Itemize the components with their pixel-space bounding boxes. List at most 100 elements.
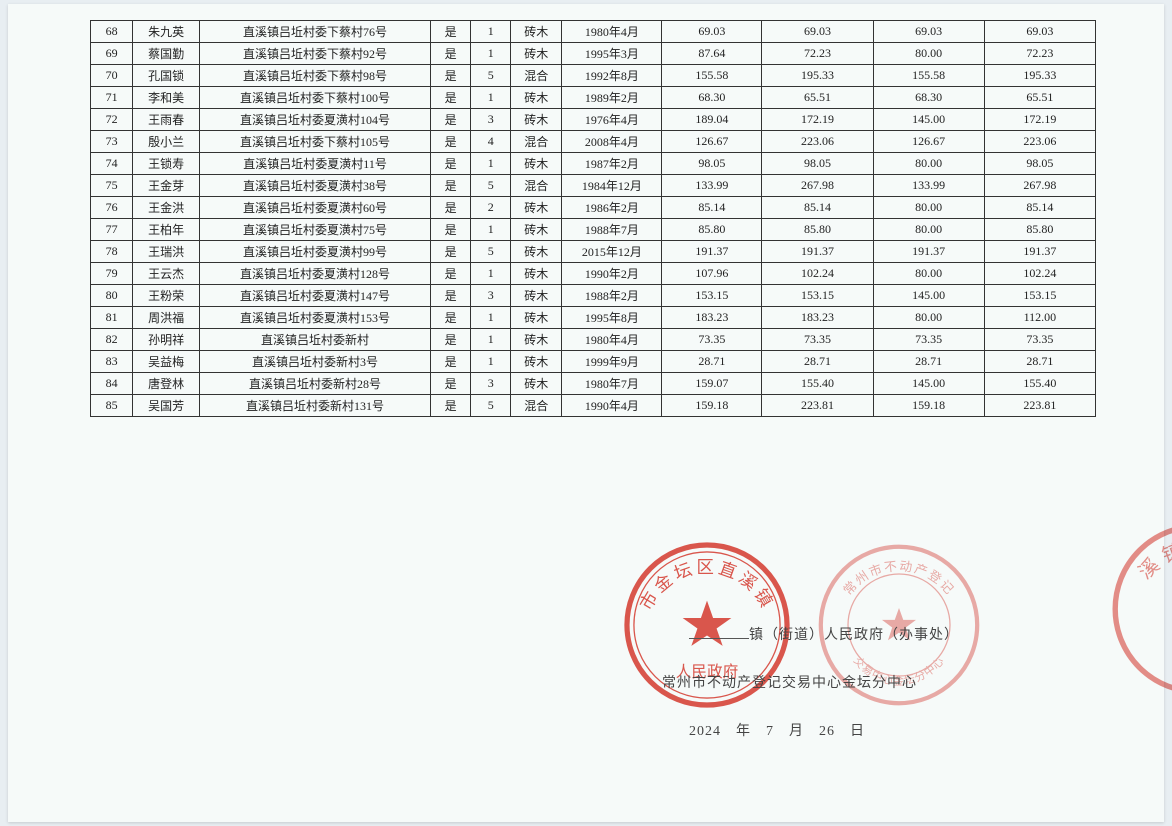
table-row: 72王雨春直溪镇吕坵村委夏潢村104号是3砖木1976年4月189.04172.… (91, 109, 1096, 131)
table-cell: 159.07 (662, 373, 762, 395)
date-month: 7 (766, 724, 774, 739)
table-cell: 195.33 (762, 65, 873, 87)
table-cell: 是 (431, 175, 471, 197)
table-cell: 85.80 (762, 219, 873, 241)
table-cell: 直溪镇吕坵村委夏潢村128号 (199, 263, 430, 285)
table-cell: 70 (91, 65, 133, 87)
registry-table: 68朱九英直溪镇吕坵村委下蔡村76号是1砖木1980年4月69.0369.036… (90, 20, 1096, 417)
table-cell: 267.98 (762, 175, 873, 197)
table-cell: 71 (91, 87, 133, 109)
table-cell: 28.71 (873, 351, 984, 373)
table-cell: 73.35 (873, 329, 984, 351)
table-cell: 直溪镇吕坵村委夏潢村99号 (199, 241, 430, 263)
table-cell: 69.03 (984, 21, 1095, 43)
table-cell: 5 (471, 65, 511, 87)
table-row: 77王柏年直溪镇吕坵村委夏潢村75号是1砖木1988年7月85.8085.808… (91, 219, 1096, 241)
table-cell: 直溪镇吕坵村委下蔡村98号 (199, 65, 430, 87)
table-cell: 砖木 (511, 263, 562, 285)
svg-text:常州市不动产登记: 常州市不动产登记 (841, 559, 957, 598)
table-cell: 是 (431, 87, 471, 109)
table-cell: 83 (91, 351, 133, 373)
table-cell: 69 (91, 43, 133, 65)
table-cell: 107.96 (662, 263, 762, 285)
table-cell: 朱九英 (133, 21, 200, 43)
table-cell: 126.67 (873, 131, 984, 153)
table-cell: 是 (431, 219, 471, 241)
table-cell: 直溪镇吕坵村委夏潢村104号 (199, 109, 430, 131)
table-cell: 王粉荣 (133, 285, 200, 307)
table-cell: 73.35 (762, 329, 873, 351)
table-row: 75王金芽直溪镇吕坵村委夏潢村38号是5混合1984年12月133.99267.… (91, 175, 1096, 197)
table-cell: 68.30 (873, 87, 984, 109)
table-cell: 98.05 (984, 153, 1095, 175)
table-row: 69蔡国勤直溪镇吕坵村委下蔡村92号是1砖木1995年3月87.6472.238… (91, 43, 1096, 65)
table-cell: 153.15 (984, 285, 1095, 307)
table-cell: 69.03 (873, 21, 984, 43)
table-cell: 155.58 (873, 65, 984, 87)
table-cell: 80.00 (873, 43, 984, 65)
table-cell: 砖木 (511, 87, 562, 109)
table-row: 85吴国芳直溪镇吕坵村委新村131号是5混合1990年4月159.18223.8… (91, 395, 1096, 417)
table-cell: 223.81 (984, 395, 1095, 417)
table-cell: 直溪镇吕坵村委夏潢村153号 (199, 307, 430, 329)
table-cell: 3 (471, 373, 511, 395)
table-cell: 172.19 (762, 109, 873, 131)
table-cell: 3 (471, 285, 511, 307)
sig-line-1: 镇（街道）人民政府（办事处） (662, 600, 959, 672)
table-cell: 76 (91, 197, 133, 219)
table-cell: 王金洪 (133, 197, 200, 219)
table-cell: 直溪镇吕坵村委新村28号 (199, 373, 430, 395)
table-cell: 145.00 (873, 285, 984, 307)
table-cell: 1988年2月 (562, 285, 662, 307)
svg-text:溪镇人: 溪镇人 (1135, 537, 1172, 583)
table-cell: 68.30 (662, 87, 762, 109)
sig-line-2: 常州市不动产登记交易中心金坛分中心 (662, 672, 959, 696)
table-cell: 145.00 (873, 109, 984, 131)
table-cell: 4 (471, 131, 511, 153)
table-row: 73殷小兰直溪镇吕坵村委下蔡村105号是4混合2008年4月126.67223.… (91, 131, 1096, 153)
table-cell: 155.40 (984, 373, 1095, 395)
table-cell: 68 (91, 21, 133, 43)
table-cell: 孔国锁 (133, 65, 200, 87)
date-month-label: 月 (789, 724, 804, 739)
table-cell: 直溪镇吕坵村委新村131号 (199, 395, 430, 417)
table-row: 82孙明祥直溪镇吕坵村委新村是1砖木1980年4月73.3573.3573.35… (91, 329, 1096, 351)
table-cell: 85.14 (762, 197, 873, 219)
table-cell: 砖木 (511, 241, 562, 263)
table-cell: 是 (431, 197, 471, 219)
table-cell: 1987年2月 (562, 153, 662, 175)
table-cell: 直溪镇吕坵村委夏潢村75号 (199, 219, 430, 241)
table-row: 68朱九英直溪镇吕坵村委下蔡村76号是1砖木1980年4月69.0369.036… (91, 21, 1096, 43)
table-cell: 王云杰 (133, 263, 200, 285)
table-cell: 69.03 (762, 21, 873, 43)
table-cell: 砖木 (511, 285, 562, 307)
table-cell: 1986年2月 (562, 197, 662, 219)
table-cell: 145.00 (873, 373, 984, 395)
table-cell: 是 (431, 285, 471, 307)
table-cell: 是 (431, 43, 471, 65)
table-cell: 直溪镇吕坵村委下蔡村105号 (199, 131, 430, 153)
table-cell: 72.23 (762, 43, 873, 65)
table-cell: 是 (431, 241, 471, 263)
table-cell: 172.19 (984, 109, 1095, 131)
table-cell: 2015年12月 (562, 241, 662, 263)
table-cell: 王柏年 (133, 219, 200, 241)
table-cell: 112.00 (984, 307, 1095, 329)
table-cell: 1976年4月 (562, 109, 662, 131)
table-cell: 李和美 (133, 87, 200, 109)
table-cell: 98.05 (662, 153, 762, 175)
table-cell: 1 (471, 329, 511, 351)
table-cell: 223.06 (762, 131, 873, 153)
table-cell: 81 (91, 307, 133, 329)
table-cell: 1980年4月 (562, 329, 662, 351)
table-cell: 1990年2月 (562, 263, 662, 285)
table-cell: 159.18 (873, 395, 984, 417)
table-cell: 1 (471, 307, 511, 329)
table-cell: 砖木 (511, 307, 562, 329)
table-cell: 85.14 (984, 197, 1095, 219)
table-cell: 王瑞洪 (133, 241, 200, 263)
table-cell: 砖木 (511, 351, 562, 373)
table-cell: 84 (91, 373, 133, 395)
data-table-wrap: 68朱九英直溪镇吕坵村委下蔡村76号是1砖木1980年4月69.0369.036… (90, 20, 1096, 417)
table-cell: 1995年8月 (562, 307, 662, 329)
